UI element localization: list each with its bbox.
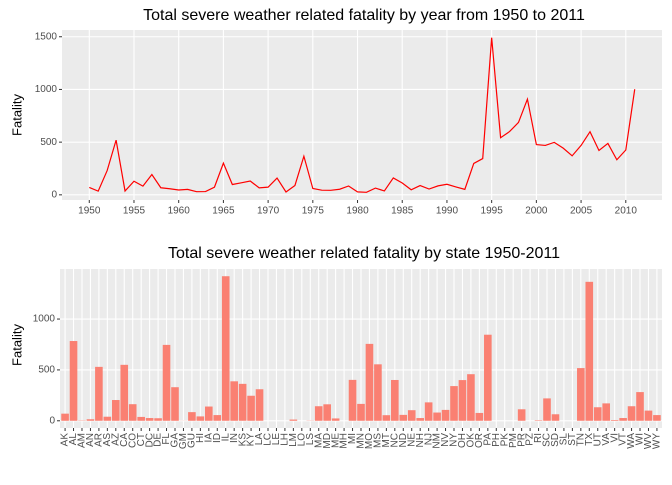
bar <box>585 282 593 421</box>
bar <box>332 418 340 420</box>
y-tick-label: 500 <box>38 365 55 376</box>
bar <box>87 419 95 421</box>
bar <box>163 345 171 421</box>
bar <box>95 367 103 421</box>
bar <box>653 415 661 421</box>
bar <box>222 276 230 421</box>
bar <box>112 400 120 421</box>
bar <box>399 415 407 421</box>
bar <box>408 410 416 421</box>
x-tick-label: 2000 <box>525 206 548 217</box>
x-tick-label: 1965 <box>212 206 235 217</box>
bar <box>442 410 450 421</box>
chart-title: Total severe weather related fatality by… <box>143 7 585 24</box>
bar <box>577 368 585 421</box>
bar <box>535 420 543 421</box>
bar <box>628 406 636 421</box>
chart-title: Total severe weather related fatality by… <box>168 245 560 262</box>
y-tick-label: 0 <box>51 189 57 200</box>
bar <box>366 344 374 421</box>
x-tick-label: WY <box>652 433 663 449</box>
bar <box>433 413 441 421</box>
bar <box>197 416 205 420</box>
bar <box>230 381 238 420</box>
bar <box>349 380 357 421</box>
bar <box>459 380 467 421</box>
x-tick-label: 2005 <box>570 206 593 217</box>
bar <box>104 417 112 421</box>
x-tick-label: 1950 <box>78 206 101 217</box>
bar <box>645 411 653 421</box>
bar <box>467 374 475 421</box>
bar <box>416 418 424 421</box>
bar <box>374 364 382 420</box>
x-tick-label: 1985 <box>391 206 414 217</box>
y-axis-label: Fatality <box>9 94 24 136</box>
bar <box>484 335 492 421</box>
x-tick-label: 1955 <box>123 206 146 217</box>
x-tick-label: 1975 <box>302 206 325 217</box>
bar <box>543 398 551 420</box>
bar <box>315 406 323 421</box>
y-tick-label: 500 <box>40 137 57 148</box>
bar <box>636 392 644 421</box>
bar <box>61 414 69 421</box>
y-tick-label: 1000 <box>33 314 56 325</box>
bar <box>188 412 196 421</box>
bar <box>323 404 331 420</box>
y-tick-label: 1500 <box>35 31 58 42</box>
bar <box>594 407 602 421</box>
bar <box>383 415 391 421</box>
bar <box>70 341 78 421</box>
x-tick-label: 1960 <box>168 206 191 217</box>
y-axis-label: Fatality <box>9 324 24 366</box>
bar <box>171 387 179 421</box>
bar <box>120 365 128 421</box>
bar <box>205 407 213 421</box>
x-tick-label: 2010 <box>615 206 638 217</box>
bar <box>154 418 162 421</box>
bar <box>391 380 399 421</box>
bar <box>213 415 221 421</box>
bar <box>619 418 627 421</box>
bar <box>256 389 264 421</box>
bar <box>611 420 619 421</box>
x-tick-label: 1970 <box>257 206 280 217</box>
bar <box>552 414 560 421</box>
bar <box>602 403 610 420</box>
bar <box>137 417 145 421</box>
bar <box>357 404 365 421</box>
bar <box>476 413 484 421</box>
bar <box>129 404 137 421</box>
x-tick-label: 1980 <box>346 206 369 217</box>
bar <box>450 386 458 421</box>
y-tick-label: 1000 <box>35 84 58 95</box>
bar <box>518 409 526 420</box>
x-tick-label: 1995 <box>481 206 504 217</box>
y-tick-label: 0 <box>49 415 55 426</box>
bar <box>239 384 247 421</box>
bar <box>146 418 154 421</box>
bar <box>247 396 255 421</box>
x-tick-label: 1990 <box>436 206 459 217</box>
bar <box>425 402 433 420</box>
bar <box>290 420 298 421</box>
